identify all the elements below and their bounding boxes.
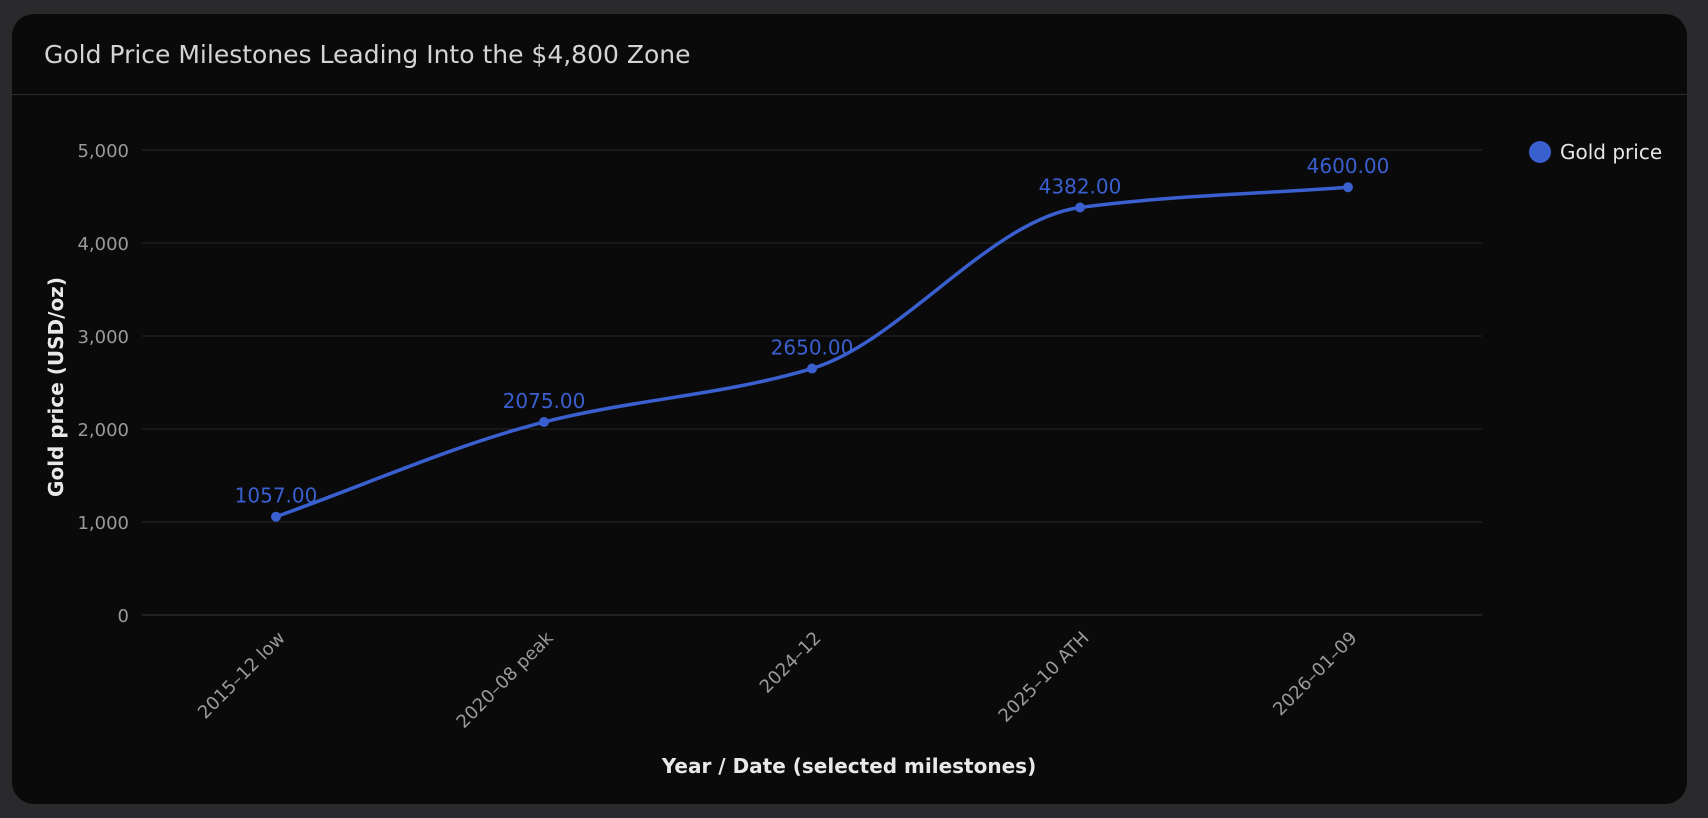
data-point[interactable] [1075,202,1085,213]
x-tick-label: 2024–12 [756,628,826,698]
y-axis-ticks: 0 1,000 2,000 3,000 4,000 5,000 [77,141,129,627]
data-point[interactable] [807,363,817,374]
data-label: 2650.00 [771,336,854,360]
chart-card: Gold Price Milestones Leading Into the $… [12,14,1687,804]
legend-swatch [1529,141,1551,163]
y-axis-title: Gold price (USD/oz) [44,277,68,497]
x-tick-label: 2015–12 low [194,628,290,724]
x-axis-ticks: 2015–12 low 2020–08 peak 2024–12 2025–10 AT… [194,627,1362,732]
legend[interactable]: Gold price [1529,140,1662,164]
data-label: 1057.00 [235,484,318,508]
data-label: 4382.00 [1039,174,1122,198]
y-tick-label: 5,000 [77,141,129,162]
grid-lines [142,149,1482,616]
series-layer [271,182,1353,522]
y-tick-label: 4,000 [77,234,129,255]
card-header: Gold Price Milestones Leading Into the $… [12,14,1687,95]
chart-title: Gold Price Milestones Leading Into the $… [44,39,691,69]
data-point[interactable] [1343,182,1353,193]
data-labels: 1057.00 2075.00 2650.00 4382.00 4600.00 [235,154,1390,507]
y-tick-label: 0 [118,606,129,627]
x-axis-title: Year / Date (selected milestones) [661,754,1036,778]
y-tick-label: 3,000 [77,327,129,348]
x-tick-label: 2026–01–09 [1269,628,1361,720]
data-label: 4600.00 [1307,154,1390,178]
data-label: 2075.00 [503,389,586,413]
data-point[interactable] [271,511,281,522]
y-tick-label: 1,000 [77,513,129,534]
x-tick-label: 2020–08 peak [453,627,558,732]
legend-label: Gold price [1560,140,1662,164]
chart-area: 0 1,000 2,000 3,000 4,000 5,000 2015–12 low 20… [12,96,1687,804]
x-tick-label: 2025–10 ATH [995,628,1094,727]
data-point[interactable] [539,417,549,428]
y-tick-label: 2,000 [77,420,129,441]
